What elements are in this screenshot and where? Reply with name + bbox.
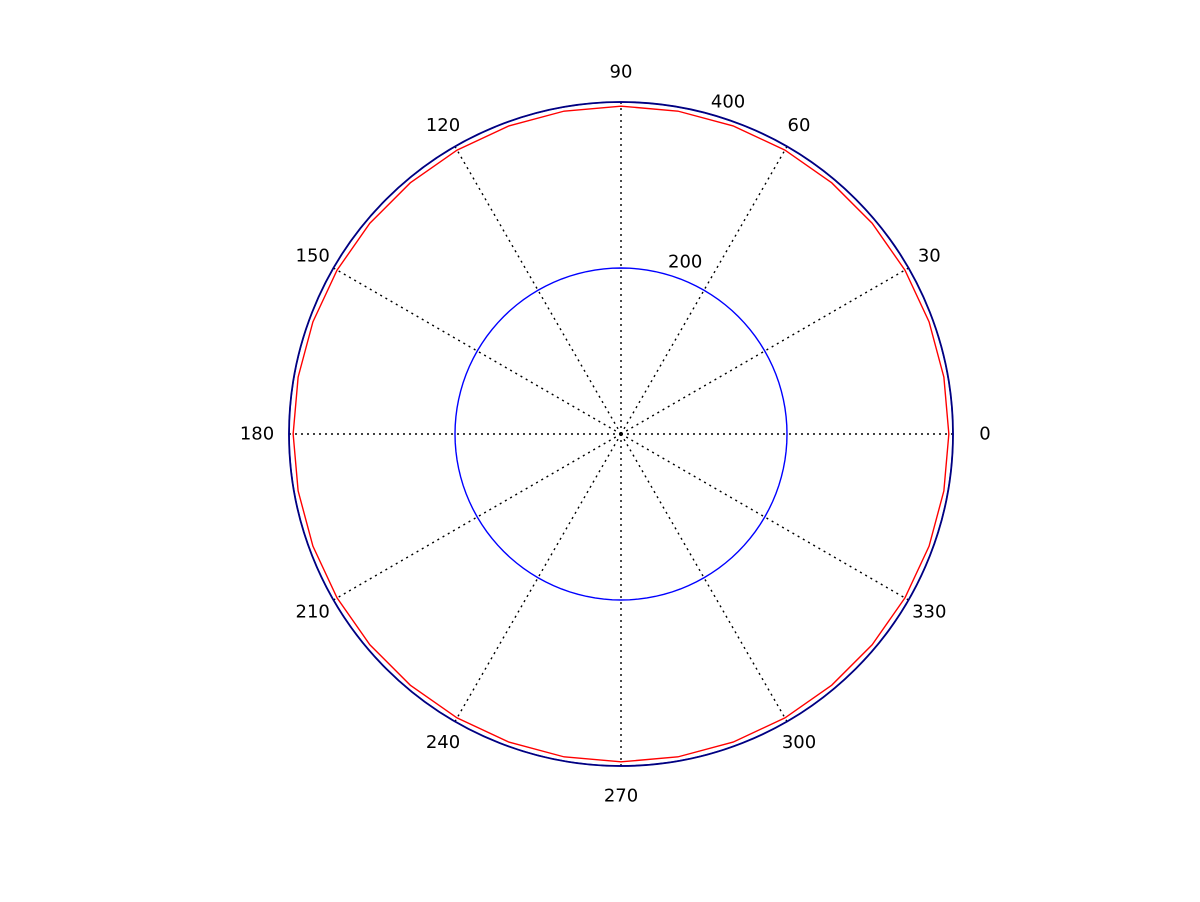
angle-tick-label-300: 300	[782, 732, 816, 753]
spoke-60	[620, 146, 788, 435]
angle-tick-label-150: 150	[296, 246, 330, 267]
angle-tick-label-270: 270	[604, 786, 638, 807]
spoke-210	[333, 433, 622, 601]
angle-tick-label-180: 180	[240, 424, 274, 445]
radial-tick-label-400: 400	[711, 91, 745, 112]
angle-tick-label-210: 210	[296, 602, 330, 623]
angle-tick-label-30: 30	[918, 246, 941, 267]
spoke-150	[333, 267, 622, 435]
polar-grid	[289, 102, 953, 766]
angle-tick-label-60: 60	[788, 115, 811, 136]
radial-tick-label-200: 200	[668, 252, 702, 273]
spoke-30	[620, 267, 909, 435]
series-line-1	[454, 267, 788, 601]
angle-tick-label-330: 330	[912, 602, 946, 623]
angle-tick-label-0: 0	[979, 424, 990, 445]
spoke-330	[620, 433, 909, 601]
angle-tick-label-240: 240	[426, 732, 460, 753]
outer-ring	[288, 101, 954, 767]
spoke-240	[454, 433, 622, 722]
spoke-300	[620, 433, 788, 722]
outer-ring-layer	[288, 101, 954, 767]
series-line-2	[292, 105, 950, 763]
spoke-120	[454, 146, 622, 435]
angle-tick-label-90: 90	[610, 62, 633, 83]
angle-tick-label-120: 120	[426, 115, 460, 136]
tick-labels: 0 30 60 90 120 150 180 210 240 270 300 330 200 400	[240, 62, 991, 807]
